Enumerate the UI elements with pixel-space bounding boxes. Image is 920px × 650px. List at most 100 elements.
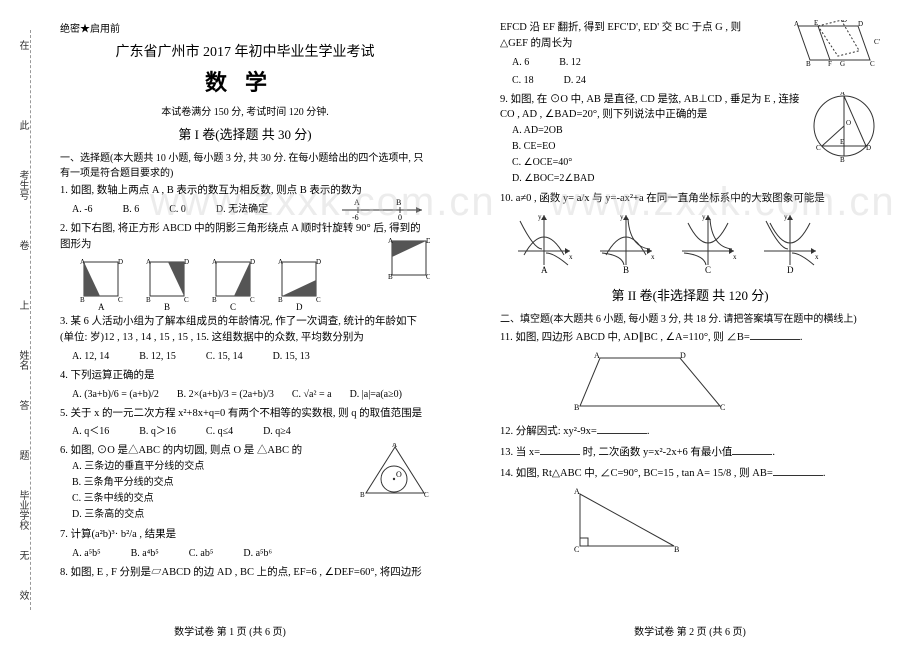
question-6: OABC 6. 如图, ⊙O 是△ABC 的内切圆, 则点 O 是 △ABC 的…: [60, 443, 430, 523]
svg-text:D: D: [184, 258, 189, 266]
q1-opt-b: B. 6: [123, 202, 140, 217]
svg-text:B: B: [278, 296, 283, 304]
q3-opt-d: D. 15, 13: [273, 349, 310, 364]
confidential-label: 绝密★启用前: [60, 20, 430, 35]
right-triangle-figure: ACB: [570, 486, 880, 562]
svg-text:y: y: [784, 213, 788, 221]
svg-text:A: A: [212, 258, 217, 266]
q7-text: 7. 计算(a²b)³· b²/a , 结果是: [60, 529, 176, 540]
blank-14: [773, 465, 823, 476]
svg-text:B: B: [80, 296, 85, 304]
blank-13a: [540, 444, 580, 455]
q12-text: 12. 分解因式: xy²-9x=: [500, 426, 597, 437]
q8-remain: EFCD 沿 EF 翻折, 得到 EFC'D', ED' 交 BC 于点 G ,…: [500, 22, 741, 49]
svg-text:y: y: [538, 213, 542, 221]
q4-opt-b: B. 2×(a+b)/3 = (2a+b)/3: [177, 387, 274, 402]
bind-lab-8: 题: [15, 450, 30, 460]
page-1-footer: 数学试卷 第 1 页 (共 6 页): [0, 623, 460, 638]
svg-text:C: C: [426, 273, 430, 279]
subject-title: 数学: [60, 65, 430, 97]
bind-lab-11: 效: [15, 590, 30, 600]
svg-text:D: D: [296, 302, 303, 310]
svg-text:A: A: [388, 237, 393, 245]
svg-text:x: x: [651, 253, 655, 261]
question-8-part1: 8. 如图, E , F 分别是▱ABCD 的边 AD , BC 上的点, EF…: [60, 565, 430, 581]
q8-opt-d: D. 24: [564, 73, 586, 88]
svg-text:C: C: [705, 265, 711, 275]
q10-graphs: xyA xyB xyC xyD: [514, 211, 880, 275]
question-12: 12. 分解因式: xy²-9x=.: [500, 423, 880, 440]
svg-text:B: B: [360, 491, 365, 499]
svg-text:C: C: [424, 491, 429, 499]
q2-option-figures: ADBCA ADBCB ADBCC ADBCD: [80, 258, 382, 310]
question-7: 7. 计算(a²b)³· b²/a , 结果是 A. a⁵b⁵ B. a⁴b⁵ …: [60, 527, 430, 561]
bind-lab-9: 毕业学校: [15, 490, 30, 530]
q14-text: 14. 如图, Rt△ABC 中, ∠C=90°, BC=15 , tan A=…: [500, 468, 773, 479]
svg-text:C: C: [316, 296, 321, 304]
q4-opt-a: A. (3a+b)/6 = (a+b)/2: [72, 387, 159, 402]
q1-opt-a: A. -6: [72, 202, 93, 217]
q8-opt-b: B. 12: [559, 55, 581, 70]
q2-source-figure: ADBC: [388, 237, 430, 285]
question-4: 4. 下列运算正确的是 A. (3a+b)/6 = (a+b)/2 B. 2×(…: [60, 368, 430, 402]
q3-text: 3. 某 6 人活动小组为了解本组成员的年龄情况, 作了一次调查, 统计的年龄如…: [60, 316, 417, 343]
svg-text:C: C: [250, 296, 255, 304]
q3-opt-b: B. 12, 15: [139, 349, 176, 364]
svg-text:y: y: [620, 213, 624, 221]
q5-opt-a: A. q＜16: [72, 424, 109, 439]
q1-text: 1. 如图, 数轴上两点 A , B 表示的数互为相反数, 则点 B 表示的数为: [60, 185, 362, 196]
number-line-figure: AB-60: [340, 199, 430, 221]
binding-dash: [30, 30, 31, 610]
svg-text:A: A: [541, 265, 548, 275]
q8-text-p1: 8. 如图, E , F 分别是▱ABCD 的边 AD , BC 上的点, EF…: [60, 567, 422, 578]
page-2: AEDBFGCD'C' EFCD 沿 EF 翻折, 得到 EFC'D', ED'…: [460, 0, 920, 650]
svg-text:C: C: [870, 60, 875, 66]
svg-text:D: D: [680, 351, 686, 360]
page-1: 在 此 考生号 卷 上 姓名 答 题 毕业学校 无 效 绝密★启用前 广东省广州…: [0, 0, 460, 650]
q8-opt-a: A. 6: [512, 55, 529, 70]
svg-text:O: O: [846, 119, 851, 127]
q8-opt-c: C. 18: [512, 73, 534, 88]
binding-margin: 在 此 考生号 卷 上 姓名 答 题 毕业学校 无 效: [15, 30, 45, 610]
svg-text:y: y: [702, 213, 706, 221]
svg-text:x: x: [569, 253, 573, 261]
q7-opt-c: C. ab⁵: [189, 546, 214, 561]
svg-text:A: A: [278, 258, 283, 266]
q13-text: 13. 当 x=: [500, 447, 540, 458]
q4-text: 4. 下列运算正确的是: [60, 370, 155, 381]
q5-opt-b: B. q＞16: [139, 424, 176, 439]
svg-text:B: B: [396, 199, 401, 207]
svg-text:O: O: [396, 470, 402, 479]
svg-text:F: F: [828, 60, 832, 66]
section2-title: 第 II 卷(非选择题 共 120 分): [500, 285, 880, 304]
labA: A: [354, 199, 360, 207]
svg-text:B: B: [806, 60, 811, 66]
question-13: 13. 当 x= 时, 二次函数 y=x²-2x+6 有最小值.: [500, 444, 880, 461]
q1-opt-c: C. 0: [169, 202, 186, 217]
svg-text:0: 0: [398, 213, 402, 221]
question-2: 2. 如下右图, 将正方形 ABCD 中的阴影三角形绕点 A 顺时针旋转 90°…: [60, 221, 430, 311]
q7-opt-a: A. a⁵b⁵: [72, 546, 101, 561]
q2-text: 2. 如下右图, 将正方形 ABCD 中的阴影三角形绕点 A 顺时针旋转 90°…: [60, 223, 421, 250]
page-2-footer: 数学试卷 第 2 页 (共 6 页): [460, 623, 920, 638]
q9-text: 9. 如图, 在 ⊙O 中, AB 是直径, CD 是弦, AB⊥CD , 垂足…: [500, 94, 799, 121]
question-8-part2: AEDBFGCD'C' EFCD 沿 EF 翻折, 得到 EFC'D', ED'…: [500, 20, 880, 88]
question-1: 1. 如图, 数轴上两点 A , B 表示的数互为相反数, 则点 B 表示的数为…: [60, 183, 430, 217]
svg-text:A: A: [594, 351, 600, 360]
svg-text:B: B: [388, 273, 393, 279]
bind-lab-3: 考生号: [15, 170, 30, 200]
section2-intro: 二、填空题(本大题共 6 小题, 每小题 3 分, 共 18 分. 请把答案填写…: [500, 310, 880, 325]
q13-text2: 时, 二次函数 y=x²-2x+6 有最小值: [583, 447, 733, 458]
bind-lab-4: 卷: [15, 240, 30, 250]
svg-text:C: C: [118, 296, 123, 304]
svg-text:C: C: [816, 144, 821, 152]
svg-text:B: B: [146, 296, 151, 304]
parallelogram-figure: AEDBFGCD'C': [784, 20, 880, 72]
svg-text:C: C: [184, 296, 189, 304]
q7-opt-d: D. a⁵b⁶: [243, 546, 272, 561]
svg-text:E: E: [814, 20, 818, 27]
svg-text:x: x: [815, 253, 819, 261]
svg-text:A: A: [840, 92, 845, 97]
svg-text:D': D': [842, 20, 848, 24]
svg-text:B: B: [623, 265, 629, 275]
